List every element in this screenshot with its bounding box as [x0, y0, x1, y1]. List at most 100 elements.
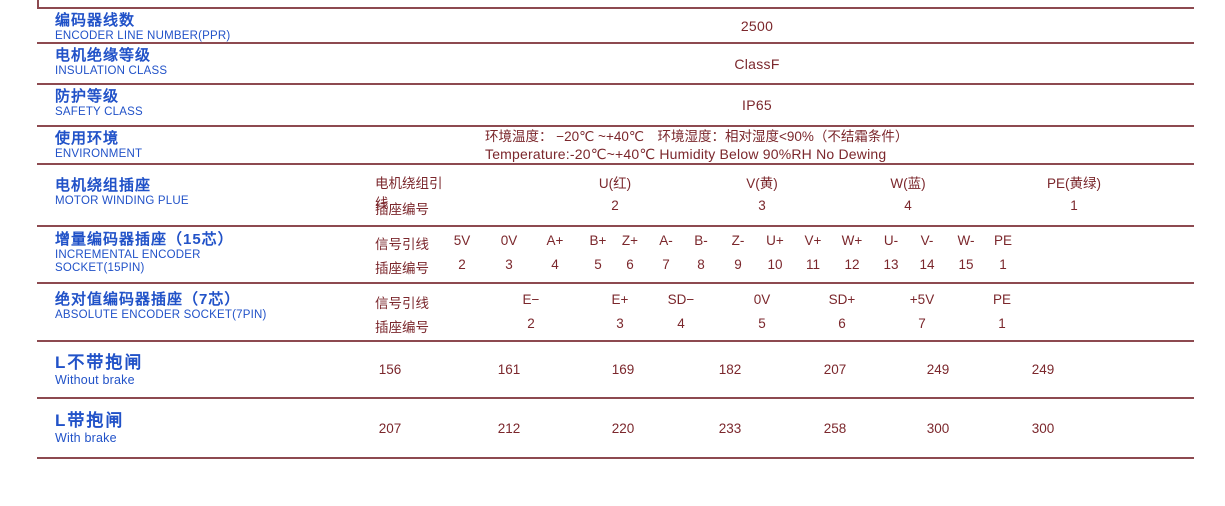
pin-number: 14: [919, 257, 935, 272]
pin-column: 5V 2: [440, 227, 484, 282]
pin-column: 0V 5: [727, 284, 797, 340]
length-value: 212: [474, 399, 544, 457]
row-label-en2: SOCKET(15PIN): [55, 262, 145, 275]
pin-column: U- 13: [869, 227, 913, 282]
row-label: 电机绕组插座 MOTOR WINDING PLUE: [55, 177, 189, 208]
pin-signal: Z+: [621, 233, 639, 248]
pin-number: 3: [758, 198, 766, 213]
row-label-zh: L不带抱闸: [55, 353, 144, 372]
pin-signal: Z-: [731, 233, 745, 248]
environment-conditions-zh: 环境温度： −20℃ ~+40℃ 环境湿度：相对湿度<90%（不结霜条件）: [485, 129, 909, 144]
socket-number-row-label: 插座编号: [375, 202, 429, 217]
length-value: 169: [588, 342, 658, 397]
length-value-text: 258: [823, 421, 847, 436]
row-label: L带抱闸 With brake: [55, 411, 124, 446]
winding-pin-map: U(红) 2 V(黄) 3 W(蓝) 4 PE(黄绿) 1: [37, 165, 1194, 225]
absolute-pin-map: E− 2 E+ 3 SD− 4 0V 5 SD+ 6 +5V 7 PE 1: [37, 284, 1194, 340]
pin-number: 7: [918, 316, 926, 331]
pin-number: 5: [594, 257, 602, 272]
pin-signal: W(蓝): [890, 176, 926, 191]
pin-column: B- 8: [679, 227, 723, 282]
row-length-without-brake: L不带抱闸 Without brake 156 161 169 182 207 …: [37, 340, 1194, 397]
pin-column: A- 7: [644, 227, 688, 282]
pin-column: W(蓝) 4: [863, 165, 953, 225]
row-label-zh: 绝对值编码器插座（7芯）: [55, 291, 241, 308]
row-label-zh: 增量编码器插座（15芯）: [55, 231, 234, 248]
length-value: 300: [1008, 399, 1078, 457]
row-label-en: ENVIRONMENT: [55, 147, 143, 160]
row-label-en: INCREMENTAL ENCODER: [55, 248, 201, 261]
pin-signal: W-: [957, 233, 975, 248]
length-value-text: 182: [718, 362, 742, 377]
pin-signal: A+: [546, 233, 564, 248]
pin-number: 2: [527, 316, 535, 331]
row-label-zh: 电机绝缘等级: [55, 47, 152, 64]
row-label-zh: 防护等级: [55, 88, 120, 105]
pin-number: 11: [805, 257, 820, 272]
row-label-zh: 编码器线数: [55, 12, 136, 29]
length-value: 249: [903, 342, 973, 397]
pin-signal: U(红): [598, 176, 632, 191]
length-value: 182: [695, 342, 765, 397]
without-brake-values: 156 161 169 182 207 249 249: [37, 342, 1194, 397]
row-encoder-line-number: 编码器线数 ENCODER LINE NUMBER(PPR) 2500: [37, 7, 1194, 42]
length-value: 233: [695, 399, 765, 457]
pin-number: 8: [697, 257, 705, 272]
row-incremental-encoder-socket: 增量编码器插座（15芯） INCREMENTAL ENCODER SOCKET(…: [37, 225, 1194, 282]
pin-signal: U-: [883, 233, 899, 248]
safety-class-value: IP65: [742, 97, 772, 113]
length-value-text: 220: [611, 421, 635, 436]
socket-number-row-label: 插座编号: [375, 261, 429, 276]
row-label: L不带抱闸 Without brake: [55, 353, 143, 388]
row-label-zh: L带抱闸: [55, 411, 125, 430]
row-label-zh: 电机绕组插座: [55, 177, 152, 194]
row-label-en: Without brake: [55, 373, 135, 388]
pin-signal: V(黄): [746, 176, 778, 191]
row-label-en: SAFETY CLASS: [55, 105, 143, 118]
row-label: 增量编码器插座（15芯） INCREMENTAL ENCODER SOCKET(…: [55, 231, 234, 276]
pin-number: 6: [626, 257, 634, 272]
pin-signal: 0V: [753, 292, 771, 307]
insulation-class-value: ClassF: [734, 55, 780, 72]
pin-signal: W+: [841, 233, 863, 248]
row-insulation-class: 电机绝缘等级 INSULATION CLASS ClassF: [37, 42, 1194, 83]
length-value-text: 212: [497, 421, 521, 436]
pin-number: 1: [998, 316, 1006, 331]
pin-column: PE 1: [967, 284, 1037, 340]
table-top-left-border-stub: [37, 0, 39, 9]
pin-column: V+ 11: [791, 227, 835, 282]
motor-spec-table: 编码器线数 ENCODER LINE NUMBER(PPR) 2500 电机绝缘…: [37, 7, 1194, 459]
pin-signal: U+: [766, 233, 784, 248]
pin-column: U(红) 2: [570, 165, 660, 225]
length-value-text: 169: [611, 362, 635, 377]
pin-column: 0V 3: [487, 227, 531, 282]
length-value-text: 233: [718, 421, 742, 436]
pin-signal: A-: [659, 233, 673, 248]
pin-column: +5V 7: [887, 284, 957, 340]
length-value: 207: [800, 342, 870, 397]
environment-conditions-en: Temperature:-20℃~+40℃ Humidity Below 90%…: [485, 145, 887, 162]
row-label-zh: 使用环境: [55, 130, 120, 147]
pin-column: SD− 4: [646, 284, 716, 340]
pin-number: 7: [662, 257, 670, 272]
socket-number-row-label: 插座编号: [375, 320, 429, 335]
encoder-ppr-value: 2500: [740, 17, 774, 34]
signal-lead-row-label: 信号引线: [375, 237, 429, 252]
pin-number: 10: [767, 257, 783, 272]
length-value: 156: [355, 342, 425, 397]
pin-column: W+ 12: [830, 227, 874, 282]
pin-column: W- 15: [944, 227, 988, 282]
pin-column: E+ 3: [585, 284, 655, 340]
pin-signal: 5V: [453, 233, 471, 248]
length-value-text: 156: [378, 362, 402, 377]
pin-number: 4: [551, 257, 559, 272]
pin-number: 1: [999, 257, 1007, 272]
pin-column: A+ 4: [533, 227, 577, 282]
length-value-text: 207: [823, 362, 847, 377]
pin-number: 3: [505, 257, 513, 272]
pin-column: V- 14: [905, 227, 949, 282]
pin-column: Z- 9: [716, 227, 760, 282]
incremental-pin-map: 5V 2 0V 3 A+ 4 B+ 5 Z+ 6 A- 7 B- 8 Z- 9 U+ 10 V+ 1…: [37, 227, 1194, 282]
row-safety-class: 防护等级 SAFETY CLASS IP65: [37, 83, 1194, 125]
